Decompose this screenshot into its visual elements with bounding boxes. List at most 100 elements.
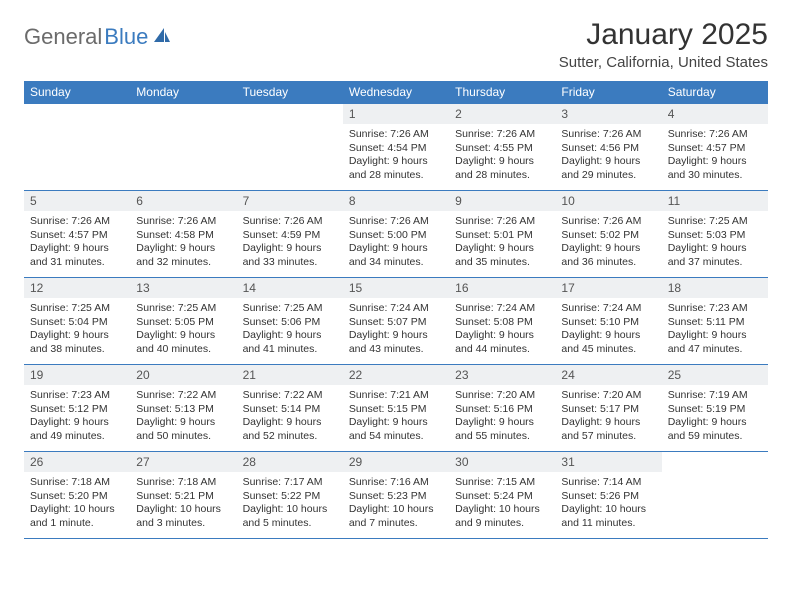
day-body: Sunrise: 7:26 AMSunset: 4:57 PMDaylight:… (662, 124, 768, 189)
logo: GeneralBlue (24, 18, 172, 50)
week-row: 19Sunrise: 7:23 AMSunset: 5:12 PMDayligh… (24, 365, 768, 452)
day-body: Sunrise: 7:17 AMSunset: 5:22 PMDaylight:… (237, 472, 343, 537)
daylight-line: Daylight: 9 hours and 28 minutes. (349, 155, 443, 182)
day-body: Sunrise: 7:24 AMSunset: 5:08 PMDaylight:… (449, 298, 555, 363)
day-body: Sunrise: 7:15 AMSunset: 5:24 PMDaylight:… (449, 472, 555, 537)
sunset-line: Sunset: 5:00 PM (349, 229, 443, 243)
daylight-line: Daylight: 9 hours and 57 minutes. (561, 416, 655, 443)
day-number: 5 (24, 191, 130, 211)
weekday-saturday: Saturday (662, 81, 768, 104)
day-body: Sunrise: 7:26 AMSunset: 4:55 PMDaylight:… (449, 124, 555, 189)
sunrise-line: Sunrise: 7:18 AM (136, 476, 230, 490)
day-cell (237, 104, 343, 190)
sunset-line: Sunset: 5:06 PM (243, 316, 337, 330)
sunrise-line: Sunrise: 7:22 AM (136, 389, 230, 403)
daylight-line: Daylight: 9 hours and 41 minutes. (243, 329, 337, 356)
sunrise-line: Sunrise: 7:17 AM (243, 476, 337, 490)
day-cell: 22Sunrise: 7:21 AMSunset: 5:15 PMDayligh… (343, 365, 449, 451)
weekday-monday: Monday (130, 81, 236, 104)
sunset-line: Sunset: 5:10 PM (561, 316, 655, 330)
week-row: 26Sunrise: 7:18 AMSunset: 5:20 PMDayligh… (24, 452, 768, 539)
sunrise-line: Sunrise: 7:23 AM (668, 302, 762, 316)
sunrise-line: Sunrise: 7:16 AM (349, 476, 443, 490)
daylight-line: Daylight: 9 hours and 38 minutes. (30, 329, 124, 356)
day-body: Sunrise: 7:16 AMSunset: 5:23 PMDaylight:… (343, 472, 449, 537)
day-body: Sunrise: 7:18 AMSunset: 5:20 PMDaylight:… (24, 472, 130, 537)
daylight-line: Daylight: 9 hours and 43 minutes. (349, 329, 443, 356)
calendar-page: GeneralBlue January 2025 Sutter, Califor… (0, 0, 792, 539)
sunset-line: Sunset: 5:14 PM (243, 403, 337, 417)
sunrise-line: Sunrise: 7:24 AM (455, 302, 549, 316)
day-cell: 5Sunrise: 7:26 AMSunset: 4:57 PMDaylight… (24, 191, 130, 277)
sunset-line: Sunset: 4:57 PM (30, 229, 124, 243)
day-body: Sunrise: 7:26 AMSunset: 5:01 PMDaylight:… (449, 211, 555, 276)
day-cell: 25Sunrise: 7:19 AMSunset: 5:19 PMDayligh… (662, 365, 768, 451)
week-row: 12Sunrise: 7:25 AMSunset: 5:04 PMDayligh… (24, 278, 768, 365)
sunrise-line: Sunrise: 7:19 AM (668, 389, 762, 403)
day-body: Sunrise: 7:25 AMSunset: 5:06 PMDaylight:… (237, 298, 343, 363)
sunset-line: Sunset: 4:58 PM (136, 229, 230, 243)
daylight-line: Daylight: 9 hours and 44 minutes. (455, 329, 549, 356)
day-number: 7 (237, 191, 343, 211)
sunrise-line: Sunrise: 7:24 AM (349, 302, 443, 316)
sunrise-line: Sunrise: 7:26 AM (136, 215, 230, 229)
day-cell: 12Sunrise: 7:25 AMSunset: 5:04 PMDayligh… (24, 278, 130, 364)
day-cell: 16Sunrise: 7:24 AMSunset: 5:08 PMDayligh… (449, 278, 555, 364)
day-number: 13 (130, 278, 236, 298)
daylight-line: Daylight: 9 hours and 49 minutes. (30, 416, 124, 443)
daylight-line: Daylight: 10 hours and 9 minutes. (455, 503, 549, 530)
day-number: 20 (130, 365, 236, 385)
daylight-line: Daylight: 9 hours and 45 minutes. (561, 329, 655, 356)
day-cell: 27Sunrise: 7:18 AMSunset: 5:21 PMDayligh… (130, 452, 236, 538)
sunset-line: Sunset: 4:55 PM (455, 142, 549, 156)
day-cell: 10 Sunrise: 7:26 AMSunset: 5:02 PMDayligh… (555, 191, 661, 277)
sunrise-line: Sunrise: 7:26 AM (561, 215, 655, 229)
day-number: 31 (555, 452, 661, 472)
day-cell: 4Sunrise: 7:26 AMSunset: 4:57 PMDaylight… (662, 104, 768, 190)
day-cell (24, 104, 130, 190)
day-number: 10 (555, 191, 661, 211)
sunrise-line: Sunrise: 7:24 AM (561, 302, 655, 316)
sunset-line: Sunset: 5:16 PM (455, 403, 549, 417)
sunset-line: Sunset: 5:07 PM (349, 316, 443, 330)
sunset-line: Sunset: 5:12 PM (30, 403, 124, 417)
day-body: Sunrise: 7:25 AMSunset: 5:03 PMDaylight:… (662, 211, 768, 276)
day-body: Sunrise: 7:26 AMSunset: 4:54 PMDaylight:… (343, 124, 449, 189)
daylight-line: Daylight: 10 hours and 1 minute. (30, 503, 124, 530)
sunrise-line: Sunrise: 7:18 AM (30, 476, 124, 490)
month-title: January 2025 (559, 18, 768, 52)
week-row: 1Sunrise: 7:26 AMSunset: 4:54 PMDaylight… (24, 104, 768, 191)
sunset-line: Sunset: 4:59 PM (243, 229, 337, 243)
daylight-line: Daylight: 9 hours and 36 minutes. (561, 242, 655, 269)
day-number: 25 (662, 365, 768, 385)
day-body: Sunrise: 7:20 AMSunset: 5:17 PMDaylight:… (555, 385, 661, 450)
sunset-line: Sunset: 5:21 PM (136, 490, 230, 504)
sunrise-line: Sunrise: 7:26 AM (349, 215, 443, 229)
sunrise-line: Sunrise: 7:26 AM (455, 128, 549, 142)
sunrise-line: Sunrise: 7:15 AM (455, 476, 549, 490)
daylight-line: Daylight: 9 hours and 59 minutes. (668, 416, 762, 443)
day-number: 8 (343, 191, 449, 211)
day-number: 16 (449, 278, 555, 298)
sunrise-line: Sunrise: 7:14 AM (561, 476, 655, 490)
sunrise-line: Sunrise: 7:25 AM (136, 302, 230, 316)
day-cell: 30Sunrise: 7:15 AMSunset: 5:24 PMDayligh… (449, 452, 555, 538)
title-block: January 2025 Sutter, California, United … (559, 18, 768, 71)
daylight-line: Daylight: 9 hours and 50 minutes. (136, 416, 230, 443)
day-body: Sunrise: 7:26 AMSunset: 4:56 PMDaylight:… (555, 124, 661, 189)
header: GeneralBlue January 2025 Sutter, Califor… (24, 18, 768, 71)
weekday-header-row: Sunday Monday Tuesday Wednesday Thursday… (24, 81, 768, 104)
sunrise-line: Sunrise: 7:25 AM (30, 302, 124, 316)
sunrise-line: Sunrise: 7:26 AM (30, 215, 124, 229)
day-cell: 28Sunrise: 7:17 AMSunset: 5:22 PMDayligh… (237, 452, 343, 538)
sunset-line: Sunset: 4:54 PM (349, 142, 443, 156)
weekday-sunday: Sunday (24, 81, 130, 104)
day-number: 27 (130, 452, 236, 472)
day-body: Sunrise: 7:23 AMSunset: 5:11 PMDaylight:… (662, 298, 768, 363)
logo-text-blue: Blue (104, 24, 148, 50)
day-body: Sunrise: 7:25 AMSunset: 5:04 PMDaylight:… (24, 298, 130, 363)
sunset-line: Sunset: 5:02 PM (561, 229, 655, 243)
day-cell: 17Sunrise: 7:24 AMSunset: 5:10 PMDayligh… (555, 278, 661, 364)
daylight-line: Daylight: 9 hours and 55 minutes. (455, 416, 549, 443)
day-number: 4 (662, 104, 768, 124)
